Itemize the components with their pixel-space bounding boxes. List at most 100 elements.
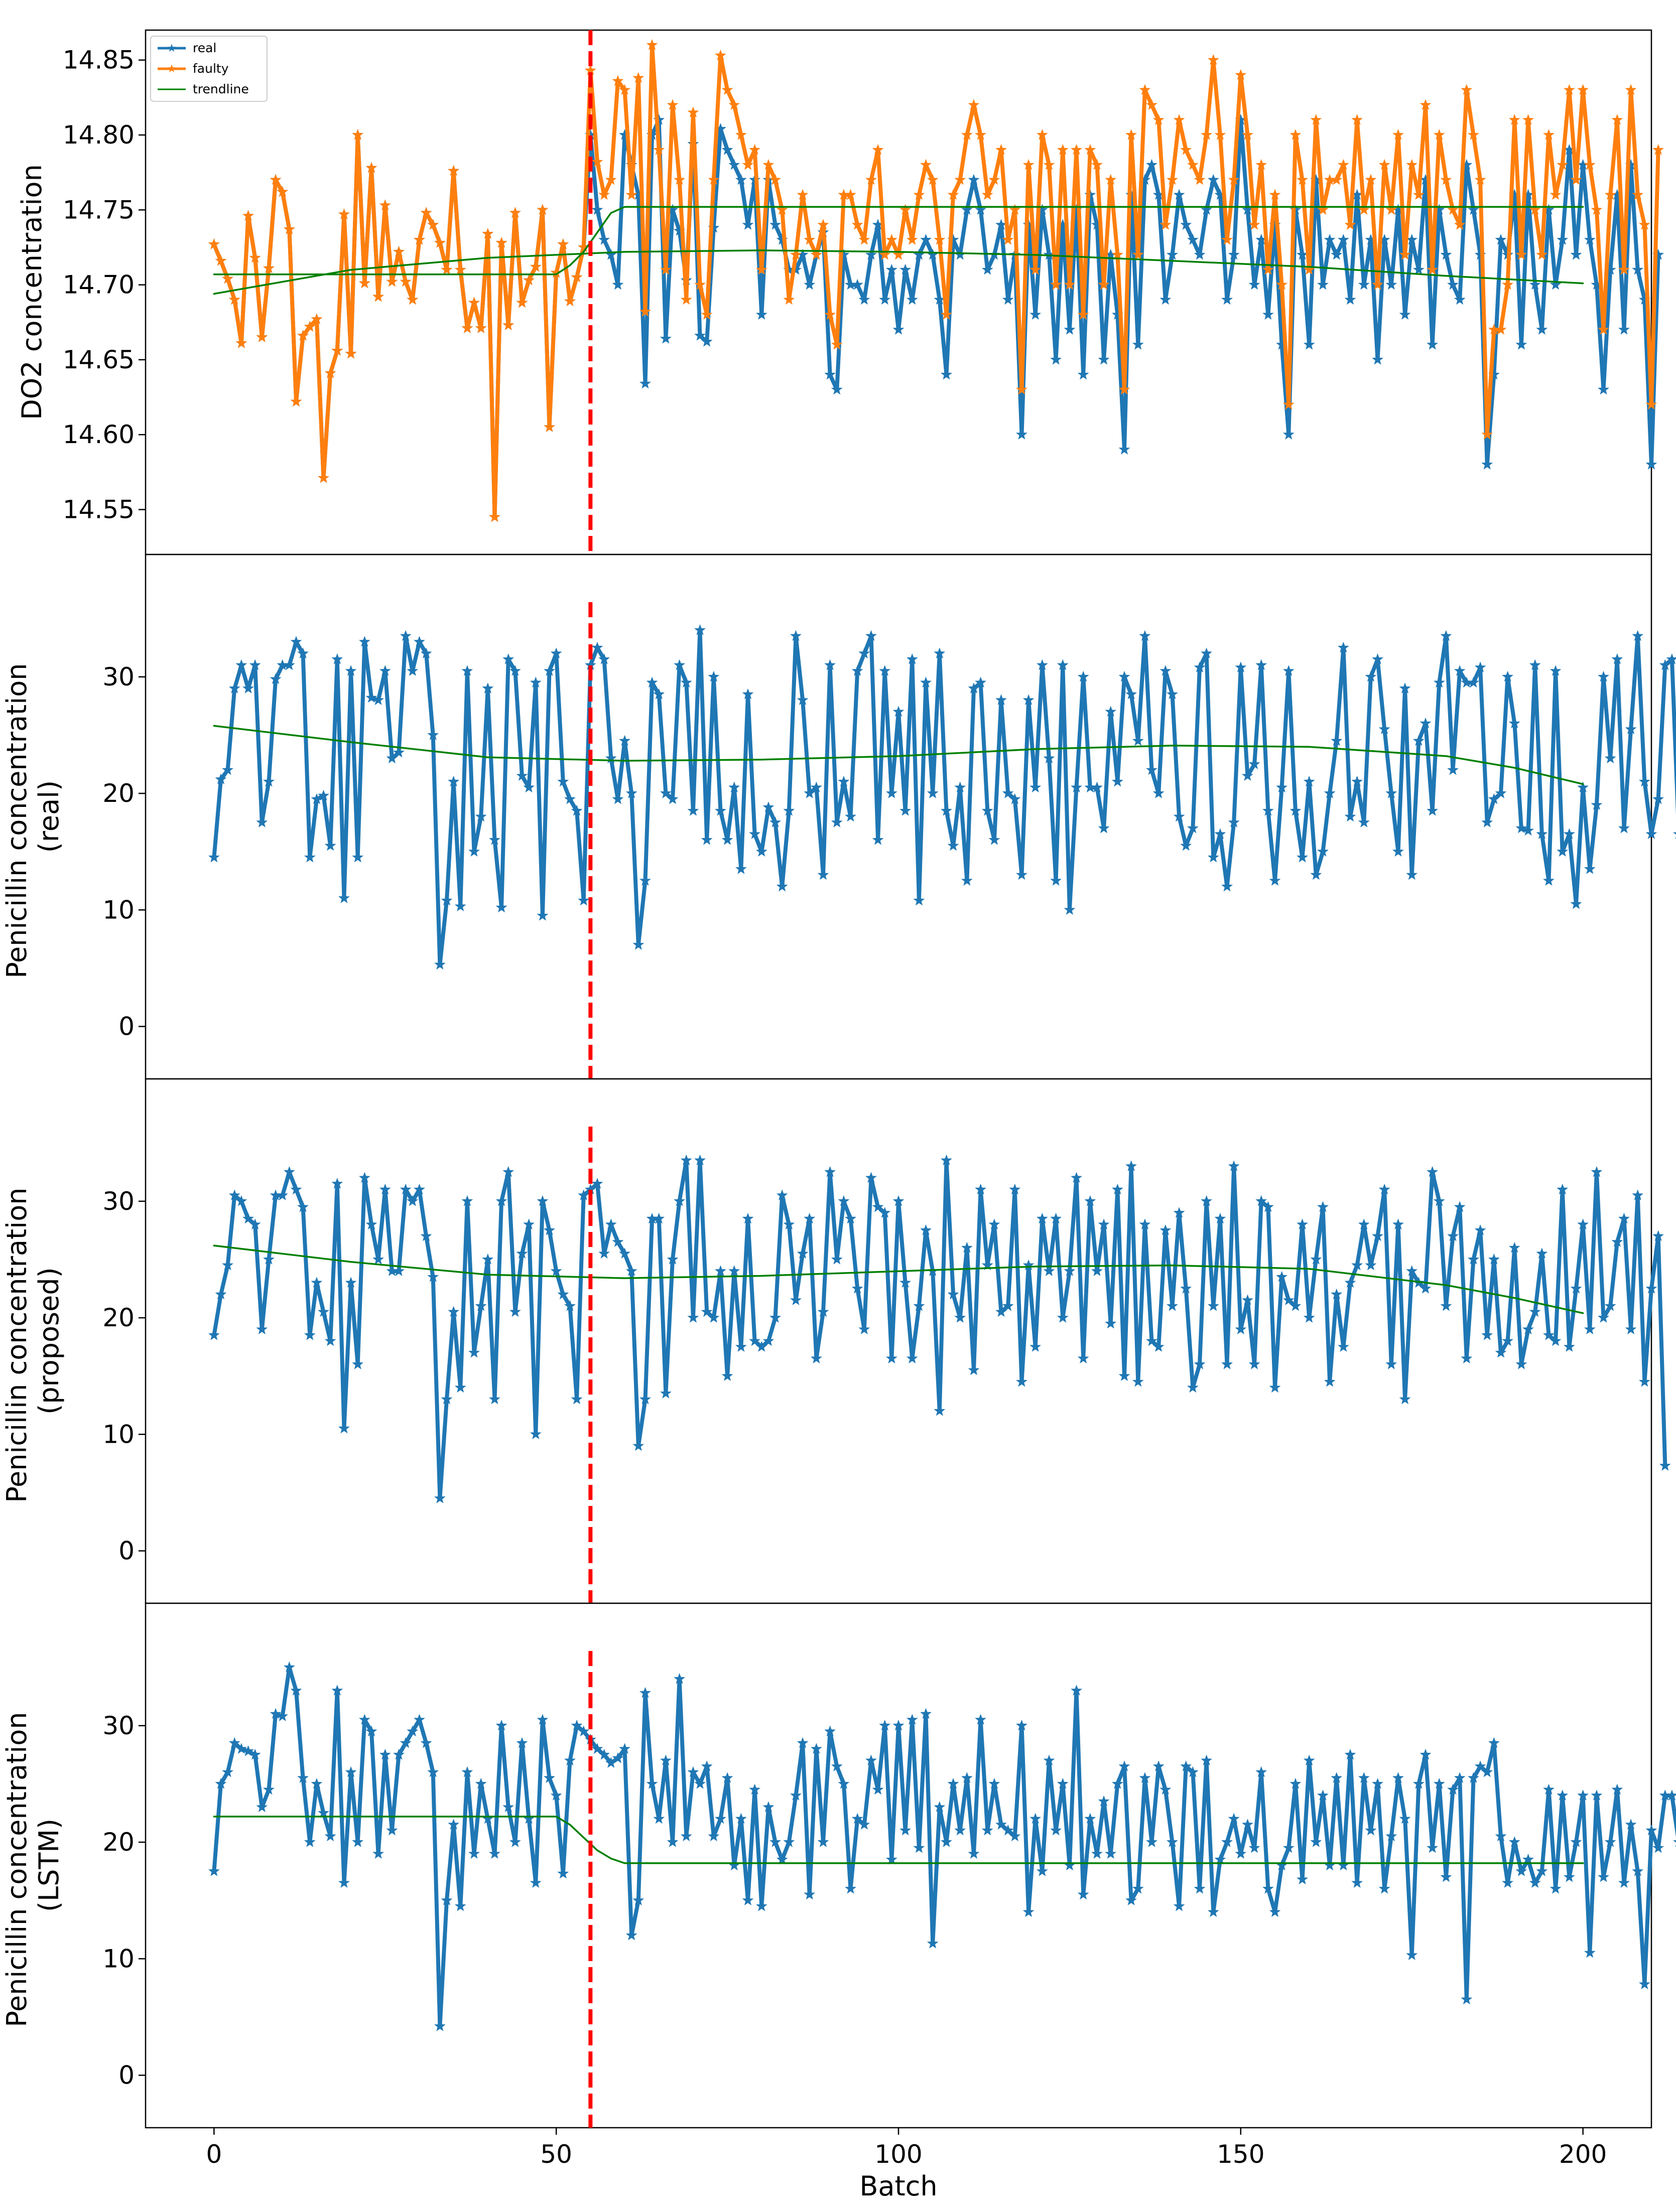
panel-pen-lstm-values-point xyxy=(489,1848,500,1859)
panel-pen-real-values-point xyxy=(1406,869,1418,880)
panel-do2-faulty-point xyxy=(359,277,370,289)
panel-pen-real-values-point xyxy=(865,630,877,641)
panel-pen-proposed-values-point xyxy=(516,1248,528,1259)
panel-pen-real-values-point xyxy=(544,665,555,676)
x-tick-label: 50 xyxy=(540,2140,572,2169)
panel-pen-proposed-values-point xyxy=(646,1212,658,1224)
panel-pen-lstm-series-values xyxy=(208,1661,1676,2031)
panel-pen-real-values-point xyxy=(1365,670,1377,682)
panel-do2-real-point xyxy=(1269,219,1281,230)
panel-do2-real-point xyxy=(1440,248,1452,260)
panel-do2-faulty-point xyxy=(441,263,453,275)
panel-do2-faulty-point xyxy=(831,339,843,350)
panel-pen-lstm-values-point xyxy=(1413,1777,1425,1789)
panel-pen-lstm-values-point xyxy=(249,1748,261,1760)
panel-pen-lstm-values-point xyxy=(338,1877,350,1888)
panel-pen-proposed-values-point xyxy=(872,1201,884,1212)
panel-pen-proposed-values-point xyxy=(1077,1352,1089,1363)
panel-pen-proposed-yticks: 0 10 20 30 xyxy=(102,1187,146,1566)
panel-pen-proposed-values-point xyxy=(886,1352,897,1363)
panel-pen-proposed-values-point xyxy=(947,1288,959,1300)
panel-do2-faulty-point xyxy=(516,297,528,308)
panel-do2-faulty-point xyxy=(639,306,651,317)
panel-pen-proposed-values-point xyxy=(1461,1352,1473,1363)
panel-pen-proposed-values-point xyxy=(1481,1329,1493,1340)
panel-pen-lstm-values-point xyxy=(988,1777,1000,1789)
panel-pen-proposed-values-point xyxy=(1591,1166,1603,1177)
panel-do2-faulty-point xyxy=(851,219,863,230)
panel-do2-faulty-point xyxy=(400,275,412,287)
panel-do2-real-point xyxy=(1255,234,1267,245)
panel-pen-real-values-point xyxy=(1118,670,1130,682)
panel-do2: 14.55 14.60 14.65 14.70 14.75 14.80 14.85 DO2 … xyxy=(16,29,1664,556)
panel-pen-proposed-values-point xyxy=(851,1283,863,1294)
panel-do2-real-point xyxy=(975,204,986,215)
panel-pen-real-values-point xyxy=(427,729,439,740)
panel-pen-lstm-values-point xyxy=(482,1813,494,1824)
panel-pen-lstm-values-point xyxy=(1358,1772,1370,1783)
panel-pen-real-values-point xyxy=(537,909,549,921)
panel-pen-proposed-values-point xyxy=(1508,1241,1520,1253)
panel-pen-real-values-point xyxy=(1214,828,1226,839)
panel-do2-real-point xyxy=(1235,114,1247,125)
panel-pen-proposed-values-point xyxy=(434,1492,446,1503)
panel-pen-lstm-values-point xyxy=(1461,1993,1473,2005)
panel-do2-faulty-point xyxy=(1091,159,1103,170)
panel-pen-proposed-values-point xyxy=(454,1381,466,1393)
panel-pen-real-values-point xyxy=(1433,676,1445,688)
panel-do2-faulty-point xyxy=(1105,174,1117,185)
panel-do2-faulty-point xyxy=(1118,383,1130,395)
panel-pen-proposed-values-point xyxy=(954,1312,966,1323)
panel-pen-proposed-values-point xyxy=(1112,1183,1123,1195)
panel-do2-real-point xyxy=(858,294,870,305)
panel-pen-real-ytick-label: 10 xyxy=(102,895,135,924)
panel-do2-faulty-point xyxy=(674,174,685,185)
panel-pen-real-values-point xyxy=(393,746,405,758)
panel-do2-faulty-point xyxy=(1508,114,1520,125)
panel-pen-lstm-values-point xyxy=(721,1772,733,1783)
panel-pen-lstm-values-point xyxy=(1118,1760,1130,1771)
panel-do2-faulty-point xyxy=(420,207,432,218)
panel-pen-proposed-values-point xyxy=(1071,1172,1082,1183)
panel-pen-lstm-values-point xyxy=(831,1760,843,1771)
panel-do2-real-point xyxy=(1331,248,1343,260)
panel-pen-lstm-values-point xyxy=(1022,1906,1035,1917)
panel-do2-real-point xyxy=(1194,248,1206,260)
panel-pen-proposed-values-point xyxy=(1550,1335,1562,1346)
panel-pen-real: 0 10 20 30 Penicillin concentration (real) xyxy=(1,554,1676,1080)
panel-pen-proposed-values-point xyxy=(1043,1265,1055,1276)
panel-do2-real-point xyxy=(872,219,884,230)
panel-pen-lstm-values-point xyxy=(557,1867,569,1879)
panel-pen-real-values-point xyxy=(461,665,473,676)
panel-pen-lstm-values-point xyxy=(578,1725,590,1737)
panel-do2-faulty-point xyxy=(1557,159,1569,170)
panel-pen-lstm-values-point xyxy=(783,1836,795,1847)
panel-pen-real-values-point xyxy=(783,804,795,816)
panel-do2-faulty-point xyxy=(509,207,521,218)
panel-pen-proposed-values-point xyxy=(1146,1335,1157,1346)
panel-pen-lstm-values-point xyxy=(728,1859,740,1871)
panel-do2-real-point xyxy=(776,234,788,245)
panel-pen-proposed-values-point xyxy=(331,1178,343,1189)
panel-pen-real-values-point xyxy=(1543,875,1555,886)
panel-pen-lstm-values-point xyxy=(954,1824,966,1836)
panel-pen-proposed-values-point xyxy=(1447,1230,1459,1241)
panel-do2-faulty-point xyxy=(1591,204,1603,215)
panel-pen-lstm-values-point xyxy=(899,1824,911,1836)
panel-do2-faulty-point xyxy=(1290,129,1302,140)
panel-do2-faulty-point xyxy=(324,367,336,378)
panel-do2-faulty-point xyxy=(1413,189,1425,200)
panel-pen-lstm-values-point xyxy=(1344,1748,1356,1760)
panel-do2-real-point xyxy=(1214,189,1226,200)
panel-pen-lstm-values-point xyxy=(1515,1865,1527,1876)
panel-pen-proposed-values-point xyxy=(1132,1375,1144,1387)
panel-pen-real-values-point xyxy=(790,630,802,641)
panel-do2-real-point xyxy=(892,324,905,335)
panel-pen-lstm-values-point xyxy=(372,1848,384,1859)
panel-pen-lstm-values-point xyxy=(708,1830,720,1842)
panel-pen-real-values-point xyxy=(1132,735,1144,746)
panel-pen-proposed-values-point xyxy=(1399,1393,1411,1405)
panel-pen-lstm-values-point xyxy=(811,1743,822,1754)
panel-pen-proposed-values-point xyxy=(783,1218,795,1229)
panel-pen-lstm-values-point xyxy=(1132,1882,1144,1894)
